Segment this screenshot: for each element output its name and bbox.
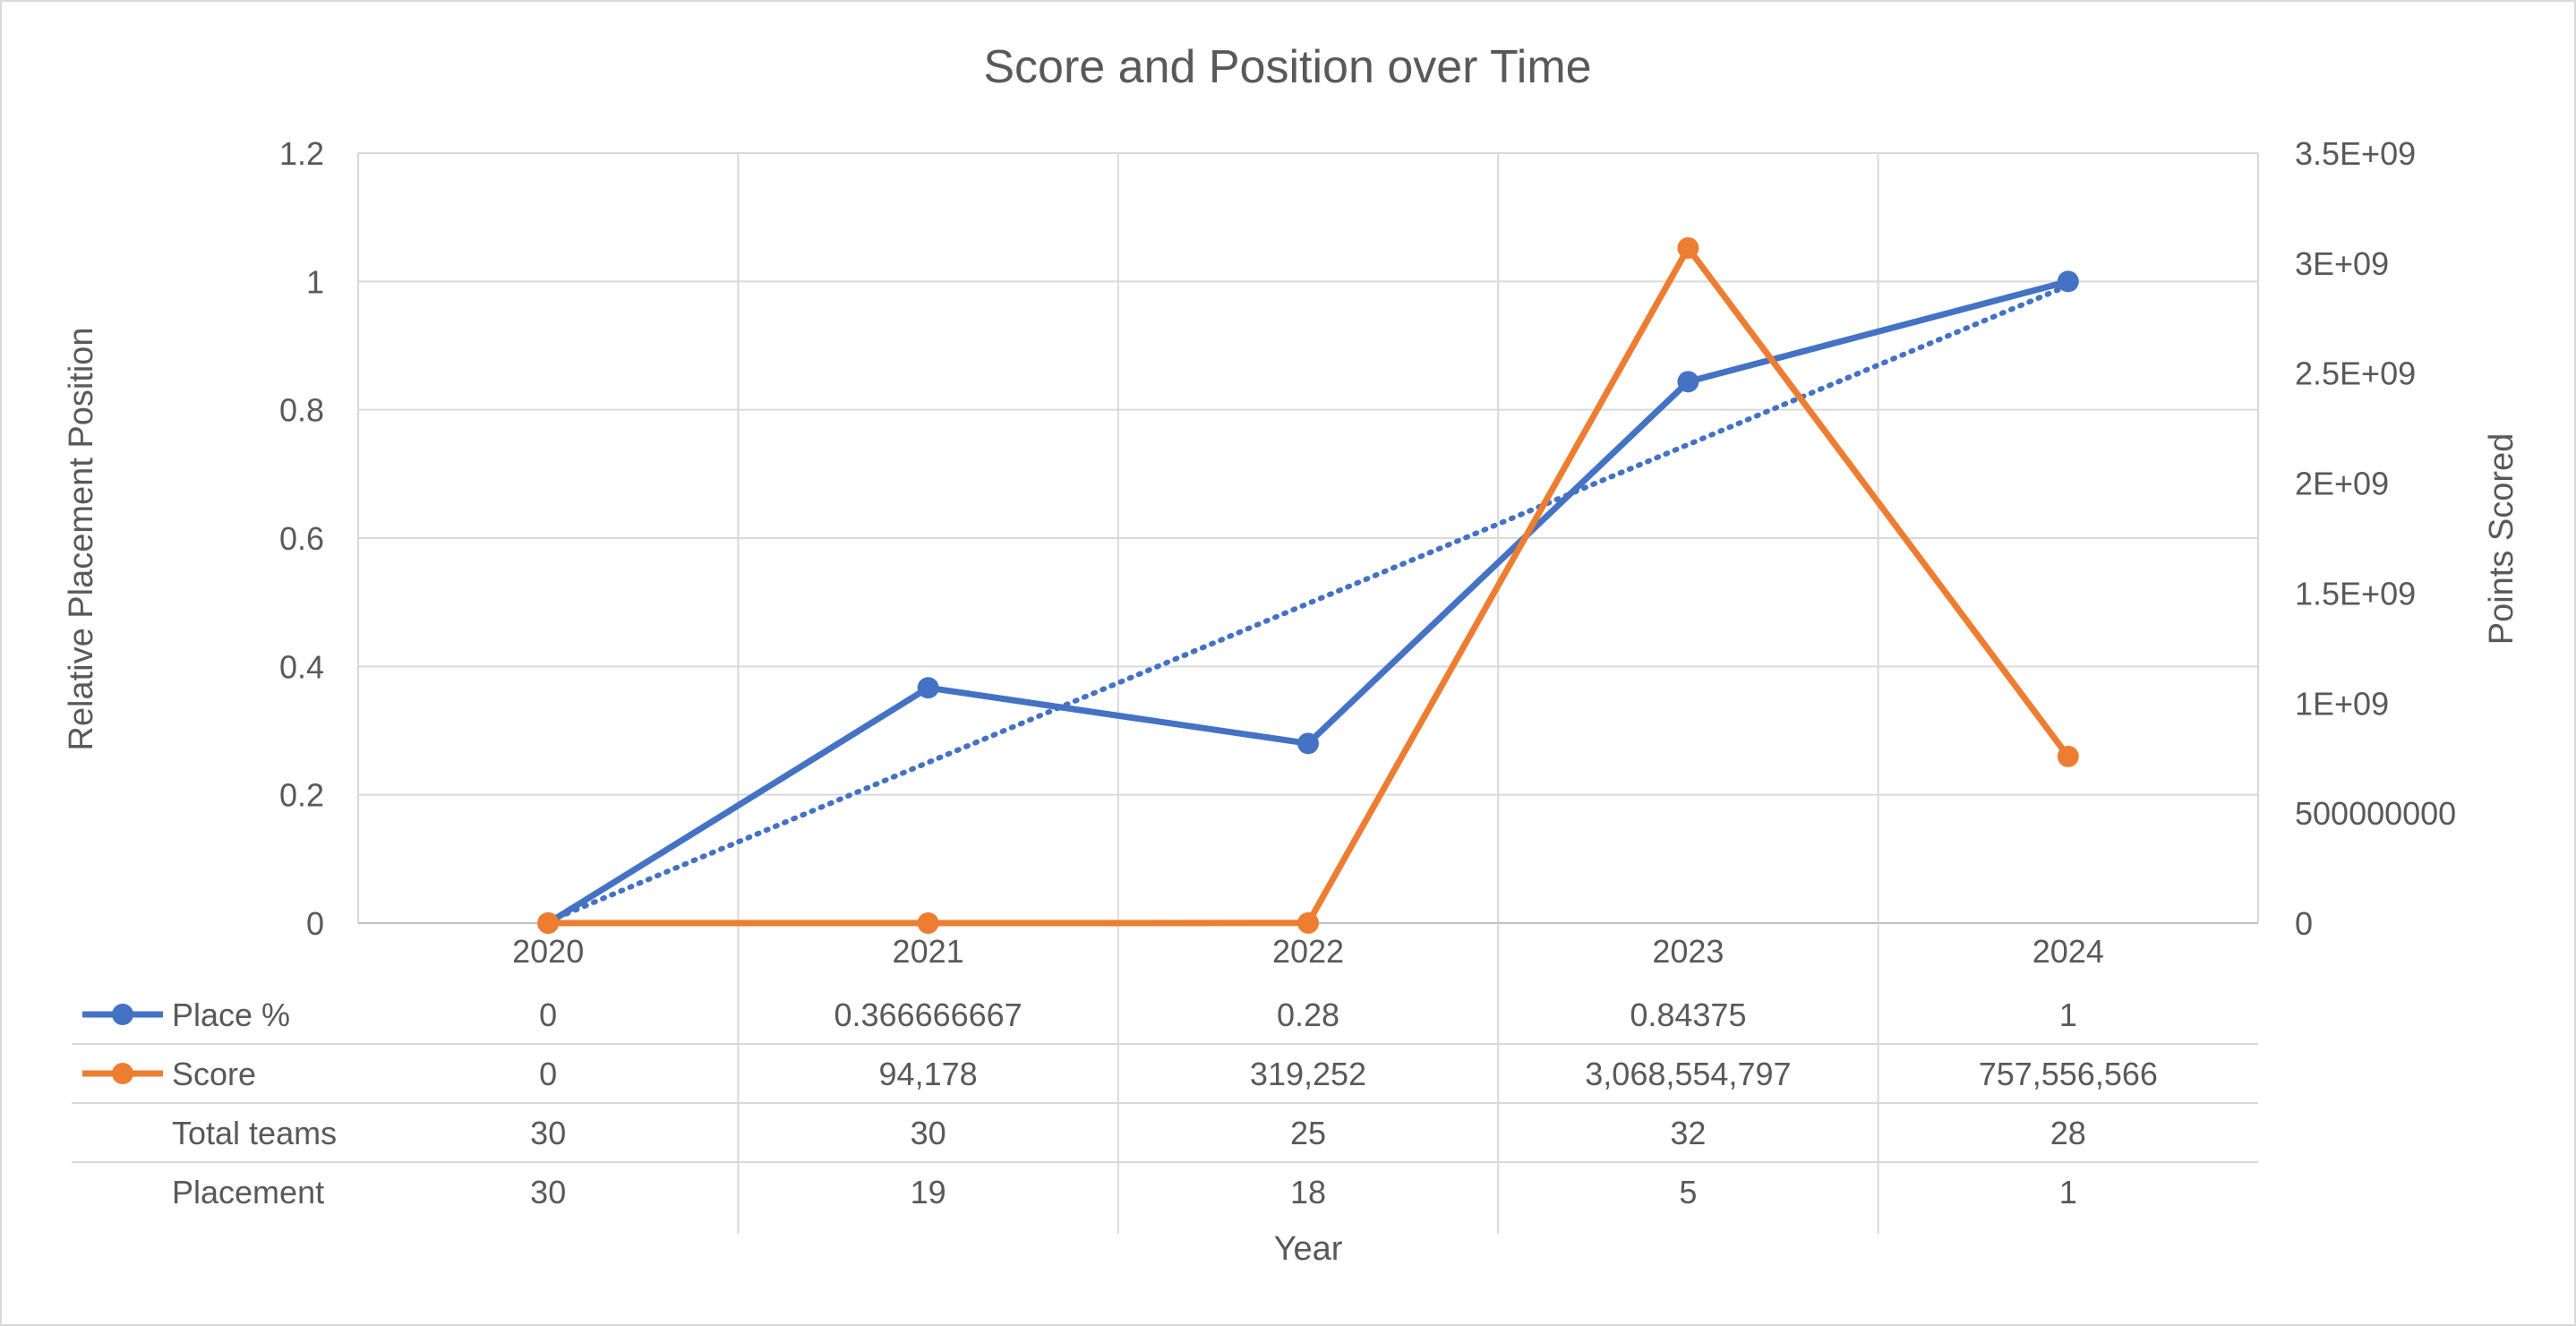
y-right-tick-label: 500000000 xyxy=(2295,795,2456,832)
table-cell: 1 xyxy=(2059,1174,2077,1211)
data-point-score xyxy=(1297,911,1319,934)
data-point-place xyxy=(1297,732,1319,755)
data-table: Place % 0 0.366666667 0.28 0.84375 1 Score 0 94,… xyxy=(82,997,2158,1211)
y-right-tick-label: 3E+09 xyxy=(2295,245,2389,282)
table-cell: 28 xyxy=(2050,1115,2086,1151)
y-right-tick-label: 2E+09 xyxy=(2295,466,2389,502)
table-cell: 3,068,554,797 xyxy=(1585,1056,1791,1092)
y-right-tick-label: 0 xyxy=(2295,905,2313,942)
data-table-lines xyxy=(72,923,2258,1234)
x-tick-label: 2020 xyxy=(512,933,584,970)
chart-title: Score and Position over Time xyxy=(983,41,1591,93)
x-tick-label: 2024 xyxy=(2033,933,2104,970)
x-tick-label: 2022 xyxy=(1272,933,1344,970)
trendline-layer xyxy=(545,282,2071,925)
table-cell: 0.366666667 xyxy=(834,997,1022,1033)
legend-marker-key xyxy=(112,1063,133,1084)
y-right-tick-label: 3.5E+09 xyxy=(2295,135,2416,172)
trendline-place xyxy=(545,282,2071,925)
data-point-place xyxy=(1677,371,1699,393)
x-tick-labels: 2020 2021 2022 2023 2024 xyxy=(512,933,2104,970)
table-cell: 0.84375 xyxy=(1630,997,1746,1033)
table-row-label: Placement xyxy=(172,1174,324,1211)
table-cell: 0 xyxy=(539,1056,557,1092)
table-cell: 32 xyxy=(1670,1115,1706,1151)
x-tick-label: 2023 xyxy=(1652,933,1724,970)
y-left-tick-label: 1.2 xyxy=(279,135,324,172)
y-left-tick-labels: 0 0.2 0.4 0.6 0.8 1 1.2 xyxy=(279,135,324,942)
y-left-axis-label: Relative Placement Position xyxy=(63,327,100,750)
table-row-label: Place % xyxy=(172,997,290,1033)
table-cell: 319,252 xyxy=(1250,1056,1366,1092)
data-point-score xyxy=(537,912,560,934)
table-row-label: Total teams xyxy=(172,1115,337,1151)
x-tick-label: 2021 xyxy=(893,933,964,970)
y-left-tick-label: 0 xyxy=(306,905,324,942)
y-right-tick-labels: 0 500000000 1E+09 1.5E+09 2E+09 2.5E+09 3E+09 3… xyxy=(2295,135,2456,942)
table-cell: 5 xyxy=(1679,1174,1697,1211)
table-cell: 19 xyxy=(911,1174,946,1211)
series-layer xyxy=(537,237,2079,934)
y-right-tick-label: 1.5E+09 xyxy=(2295,575,2416,612)
table-cell: 0.28 xyxy=(1277,997,1339,1033)
data-point-score xyxy=(2057,745,2079,767)
table-cell: 30 xyxy=(911,1115,946,1151)
y-right-tick-label: 1E+09 xyxy=(2295,685,2389,722)
table-row-label: Score xyxy=(172,1056,256,1092)
table-cell: 18 xyxy=(1290,1174,1326,1211)
y-left-tick-label: 0.8 xyxy=(279,392,324,429)
table-cell: 0 xyxy=(539,997,557,1033)
table-cell: 30 xyxy=(530,1174,566,1211)
table-cell: 1 xyxy=(2059,997,2077,1033)
gridlines xyxy=(357,152,2259,923)
y-right-axis-label: Points Scored xyxy=(2483,433,2520,646)
data-point-place xyxy=(917,677,939,699)
data-point-place xyxy=(2057,270,2079,293)
y-left-tick-label: 1 xyxy=(306,263,324,300)
y-left-tick-label: 0.4 xyxy=(279,648,324,685)
table-cell: 30 xyxy=(530,1115,566,1151)
data-point-score xyxy=(1677,237,1699,260)
table-cell: 757,556,566 xyxy=(1979,1056,2158,1092)
y-left-tick-label: 0.6 xyxy=(279,520,324,557)
legend-marker-key xyxy=(112,1004,133,1025)
y-right-tick-label: 2.5E+09 xyxy=(2295,355,2416,392)
x-axis-label: Year xyxy=(1274,1230,1343,1268)
y-left-tick-label: 0.2 xyxy=(279,777,324,814)
data-point-score xyxy=(917,911,939,934)
table-cell: 94,178 xyxy=(879,1056,978,1092)
table-cell: 25 xyxy=(1290,1115,1326,1151)
